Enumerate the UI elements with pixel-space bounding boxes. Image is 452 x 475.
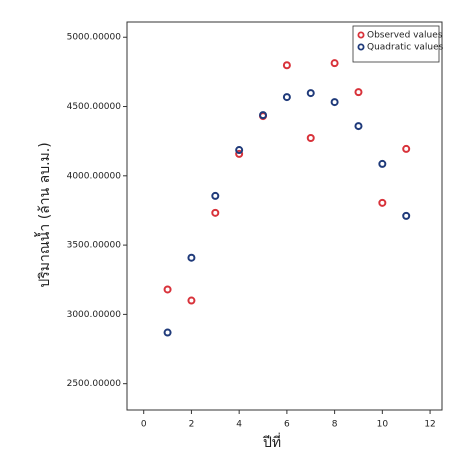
point [330,98,339,107]
point [354,122,363,131]
legend-label: Observed values [367,31,443,41]
point [378,159,387,168]
point [378,198,387,207]
point [402,144,411,153]
legend-marker [357,43,365,51]
legend-label: Quadratic values [367,43,444,53]
point [163,285,172,294]
point [354,88,363,97]
x-tick-label: 4 [236,420,242,430]
y-axis-label: ปริมาณน้ำ (ล้าน ลบ.ม.) [34,142,53,287]
y-tick-label: 5000.00000 [67,33,122,43]
point [402,211,411,220]
y-tick-label: 4500.00000 [67,102,122,112]
point [187,296,196,305]
point [259,111,268,120]
x-tick-label: 6 [284,420,290,430]
legend-box [352,25,440,63]
point [306,133,315,142]
y-tick-label: 2500.00000 [67,379,122,389]
x-tick-label: 2 [189,420,195,430]
point [282,93,291,102]
legend-marker [357,31,365,39]
x-tick-label: 8 [332,420,338,430]
y-tick-label: 3000.00000 [67,310,122,320]
point [211,208,220,217]
plot-frame [126,21,443,411]
x-axis-label: ปีที่ [262,433,281,451]
point [187,253,196,262]
point [306,89,315,98]
point [211,191,220,200]
y-tick-label: 3500.00000 [67,241,122,251]
x-tick-label: 0 [141,420,147,430]
point [163,328,172,337]
point [282,61,291,70]
point [235,149,244,158]
point [330,59,339,68]
y-tick-label: 4000.00000 [67,171,122,181]
point [235,146,244,155]
x-tick-label: 12 [424,420,435,430]
x-tick-label: 10 [377,420,389,430]
